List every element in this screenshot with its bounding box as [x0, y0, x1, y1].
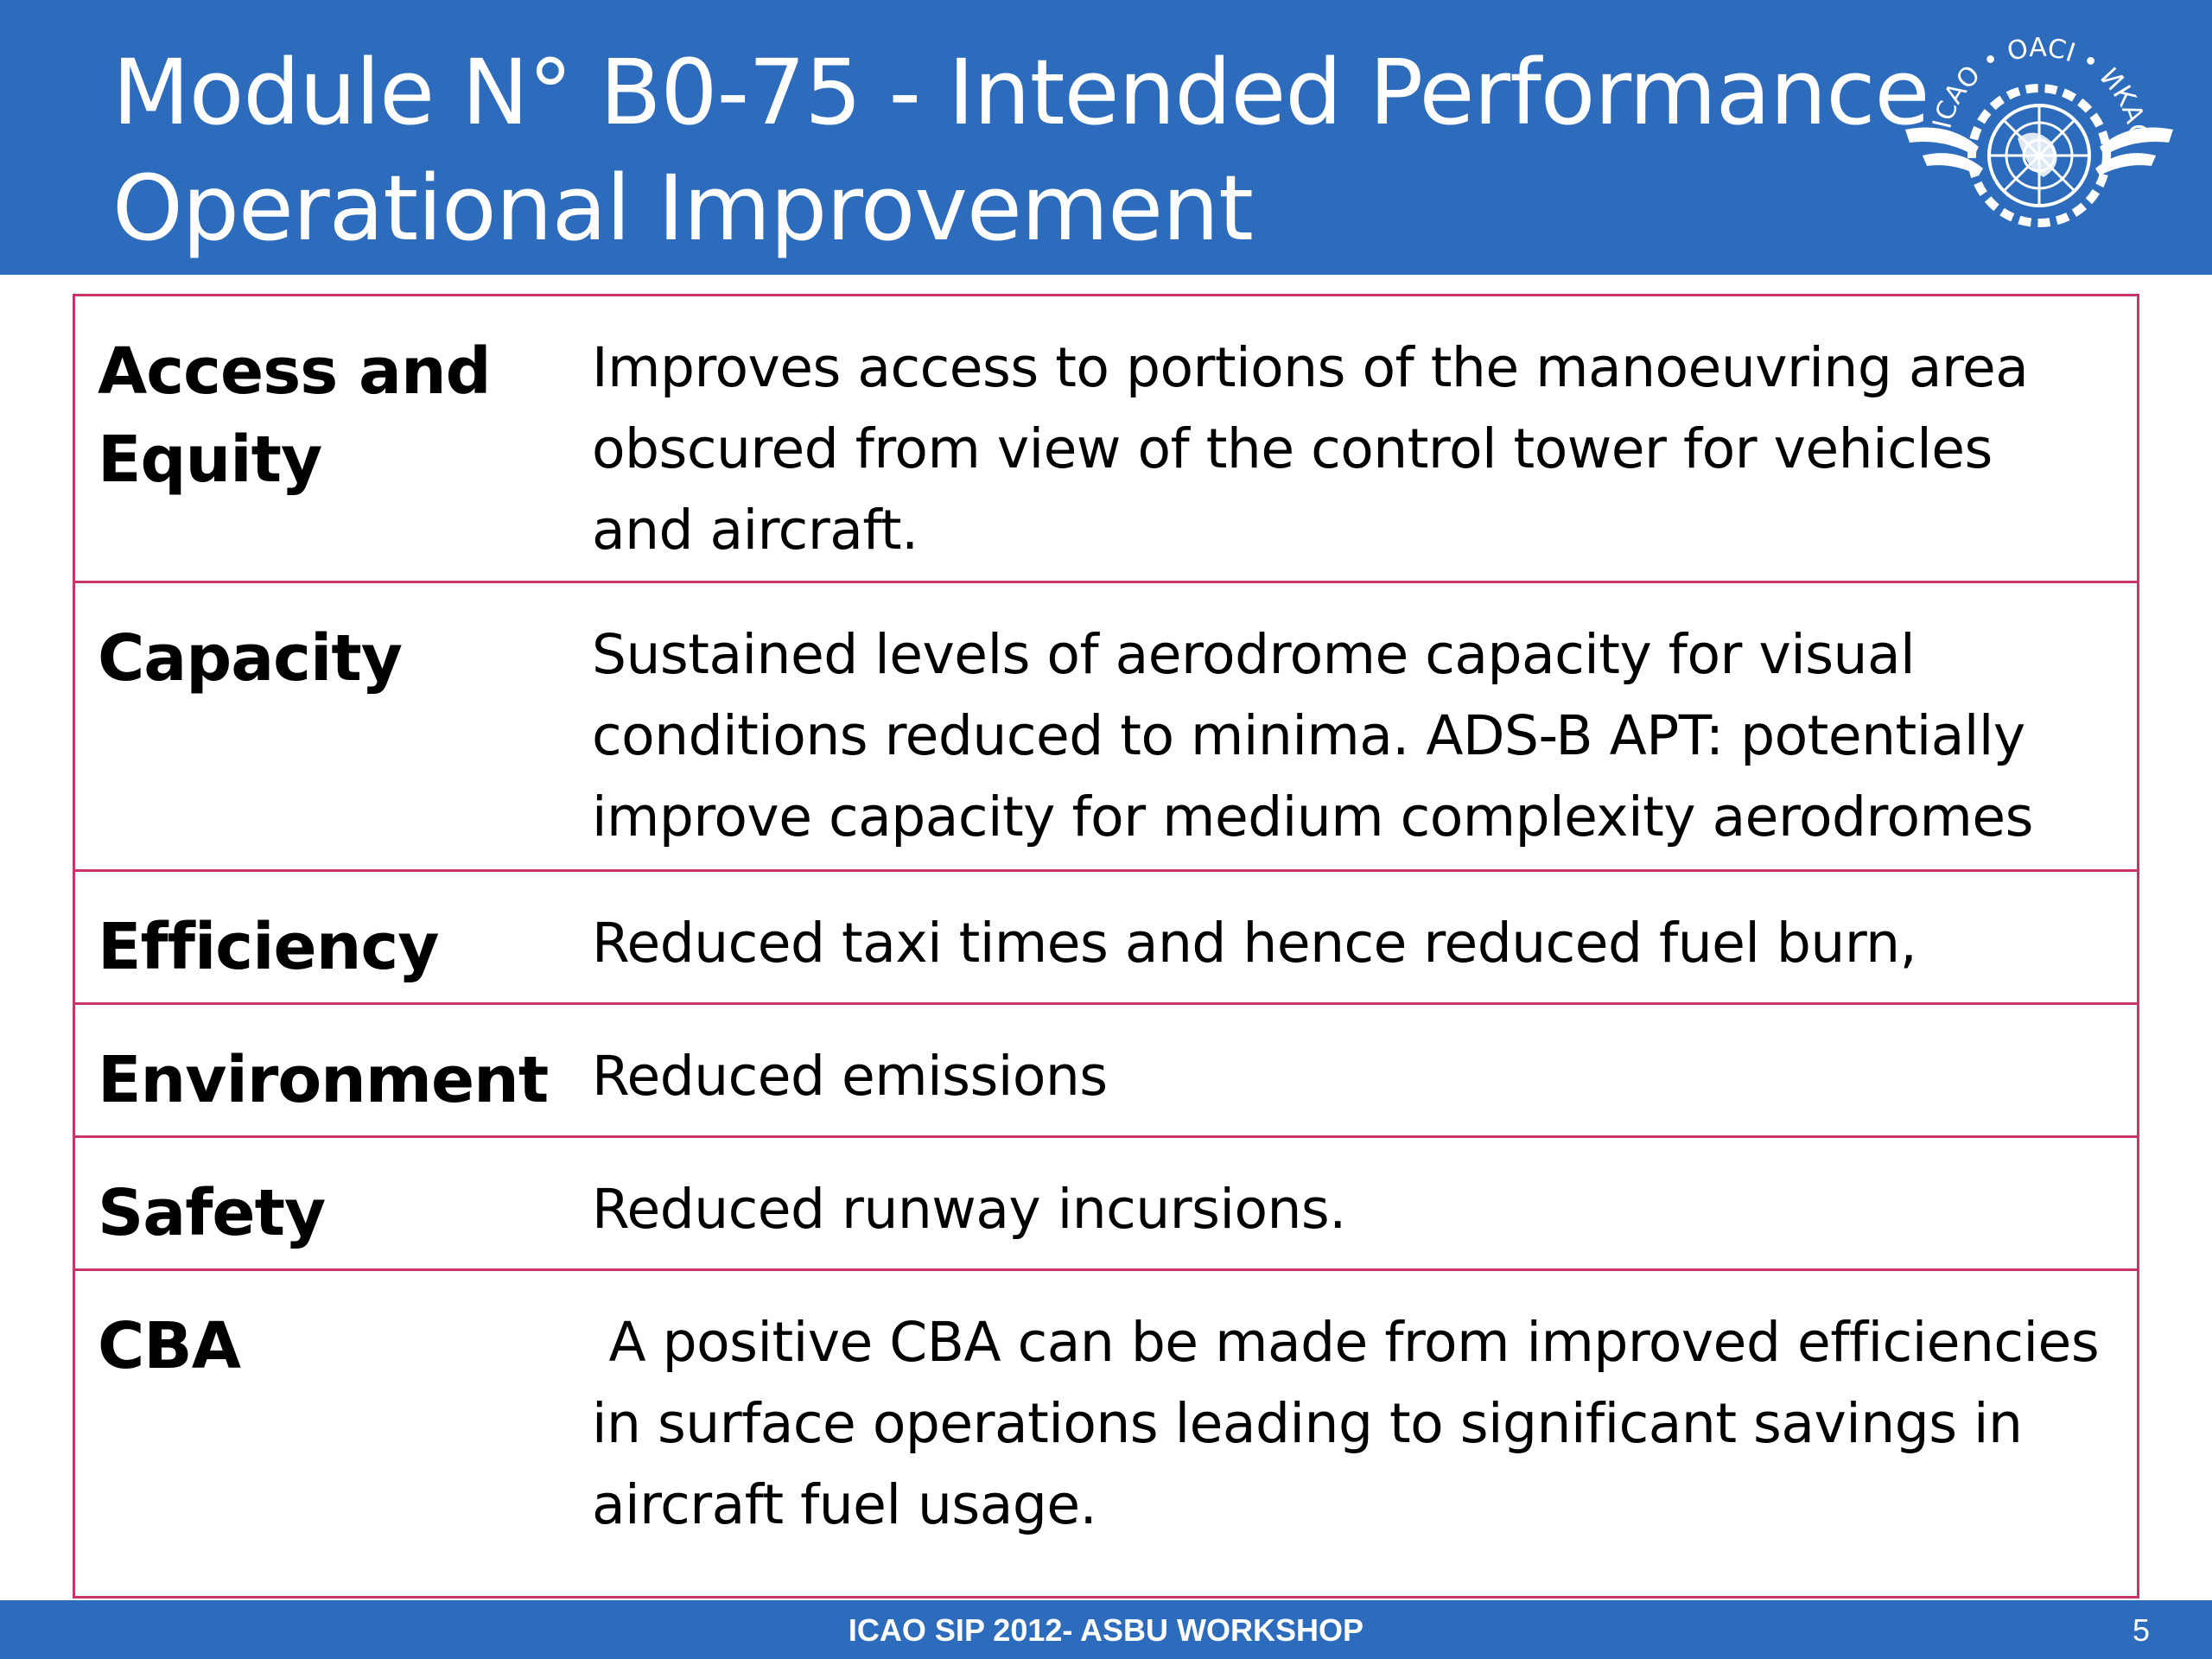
row-label-line: Safety — [98, 1176, 326, 1250]
row-label-line: Capacity — [98, 621, 403, 696]
icao-emblem-icon: ICAO • OACI • ИКАО — [1905, 33, 2173, 227]
row-label: Safety — [98, 1169, 547, 1257]
footer-bar: ICAO SIP 2012- ASBU WORKSHOP 5 — [0, 1600, 2212, 1659]
table-row: Environment Reduced emissions — [75, 1005, 2137, 1138]
row-label: Access and Equity — [98, 327, 547, 504]
row-value-line: and aircraft. — [592, 499, 918, 562]
performance-table: Access and Equity Improves access to porti… — [73, 294, 2139, 1599]
row-value-line: conditions reduced to minima. ADS-B APT:… — [592, 704, 2025, 767]
table-row: CBA A positive CBA can be made from impr… — [75, 1271, 2137, 1601]
table-row: Access and Equity Improves access to porti… — [75, 296, 2137, 583]
table-row: Safety Reduced runway incursions. — [75, 1138, 2137, 1271]
row-value-line: A positive CBA can be made from improved… — [592, 1311, 2100, 1374]
slide-title-line: Operational Improvement — [112, 156, 1254, 261]
row-value: Improves access to portions of the manoe… — [592, 327, 2121, 571]
row-label: Capacity — [98, 614, 547, 702]
row-value-line: Reduced emissions — [592, 1045, 1108, 1108]
row-label: CBA — [98, 1302, 547, 1390]
row-label-line: CBA — [98, 1309, 241, 1383]
title-banner: Module N° B0-75 - Intended Performance O… — [0, 0, 2212, 275]
row-value: Reduced emissions — [592, 1036, 2121, 1117]
footer-text: ICAO SIP 2012- ASBU WORKSHOP — [848, 1612, 1364, 1648]
row-value-line: obscured from view of the control tower … — [592, 417, 1993, 480]
row-value-line: aircraft fuel usage. — [592, 1473, 1097, 1536]
row-label-line: Efficiency — [98, 910, 440, 984]
row-label-line: Access and — [98, 334, 492, 409]
row-value-line: Sustained levels of aerodrome capacity f… — [592, 623, 1916, 686]
table-row: Efficiency Reduced taxi times and hence r… — [75, 872, 2137, 1005]
row-label-line: Equity — [98, 423, 322, 497]
row-label: Efficiency — [98, 903, 547, 991]
row-value-line: Reduced taxi times and hence reduced fue… — [592, 912, 1917, 975]
row-value: A positive CBA can be made from improved… — [592, 1302, 2121, 1546]
row-value-line: improve capacity for medium complexity a… — [592, 785, 2034, 849]
row-value: Reduced taxi times and hence reduced fue… — [592, 903, 2121, 984]
row-value-line: in surface operations leading to signifi… — [592, 1392, 2023, 1455]
row-value: Reduced runway incursions. — [592, 1169, 2121, 1250]
row-label: Environment — [98, 1036, 549, 1124]
slide-title: Module N° B0-75 - Intended Performance O… — [112, 35, 1929, 266]
row-value: Sustained levels of aerodrome capacity f… — [592, 614, 2121, 858]
row-value-line: Improves access to portions of the manoe… — [592, 336, 2029, 399]
row-value-line: Reduced runway incursions. — [592, 1178, 1346, 1241]
row-label-line: Environment — [98, 1043, 549, 1117]
table-row: Capacity Sustained levels of aerodrome ca… — [75, 583, 2137, 872]
page-number: 5 — [2132, 1612, 2150, 1648]
slide-title-line: Module N° B0-75 - Intended Performance — [112, 40, 1929, 145]
